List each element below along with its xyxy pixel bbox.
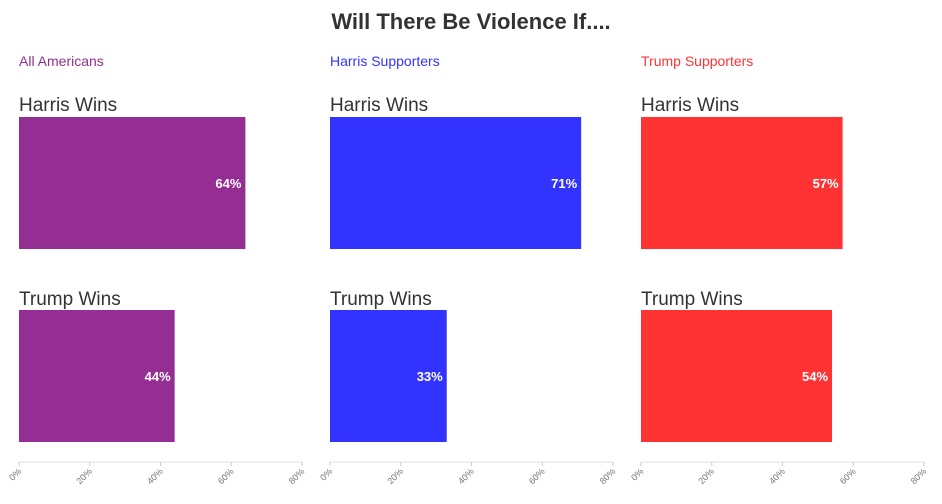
category-label: Trump Wins xyxy=(19,289,121,310)
x-tick-label: 40% xyxy=(767,466,787,486)
bar xyxy=(641,310,833,442)
category-label: Trump Wins xyxy=(641,289,743,310)
bar-chart: Harris Wins 57% Trump Wins 54% 0% 20% 40% 60% 80… xyxy=(629,95,929,486)
x-tick-label: 0% xyxy=(629,466,645,482)
x-tick-label: 40% xyxy=(456,466,476,486)
chart-title: Will There Be Violence If.... xyxy=(331,9,611,34)
value-label: 57% xyxy=(813,176,839,191)
category-label: Harris Wins xyxy=(641,95,739,116)
x-tick-label: 60% xyxy=(838,466,858,486)
panel-title: Trump Supporters xyxy=(641,53,754,69)
panel-all-americans: All Americans Harris Wins 64% Trump Wins 44… xyxy=(7,0,309,504)
panel-title: Harris Supporters xyxy=(330,53,440,69)
x-tick-label: 20% xyxy=(696,466,716,486)
bar xyxy=(19,310,175,442)
x-tick-label: 40% xyxy=(145,466,165,486)
x-tick-label: 80% xyxy=(287,466,307,486)
value-label: 33% xyxy=(417,369,443,384)
bar-chart: Harris Wins 71% Trump Wins 33% 0% 20% 40% 60% 80… xyxy=(318,95,618,486)
bar xyxy=(19,117,246,249)
value-label: 44% xyxy=(145,369,171,384)
panel-title: All Americans xyxy=(19,53,104,69)
value-label: 64% xyxy=(215,176,241,191)
bar-chart: Harris Wins 64% Trump Wins 44% 0% 20% 40% 60% 80… xyxy=(7,95,307,486)
x-tick-label: 0% xyxy=(7,466,23,482)
bar xyxy=(641,117,843,249)
category-label: Harris Wins xyxy=(19,95,117,116)
x-tick-label: 60% xyxy=(527,466,547,486)
x-tick-label: 80% xyxy=(598,466,618,486)
x-tick-label: 0% xyxy=(318,466,334,482)
value-label: 54% xyxy=(802,369,828,384)
x-tick-label: 20% xyxy=(385,466,405,486)
category-label: Trump Wins xyxy=(330,289,432,310)
bar xyxy=(330,310,447,442)
category-label: Harris Wins xyxy=(330,95,428,116)
x-tick-label: 60% xyxy=(216,466,236,486)
x-tick-label: 20% xyxy=(74,466,94,486)
value-label: 71% xyxy=(551,176,577,191)
panel-harris-supporters: Harris Supporters Harris Wins 71% Trump Wi… xyxy=(318,0,620,504)
x-tick-label: 80% xyxy=(909,466,929,486)
panel-trump-supporters: Trump Supporters Harris Wins 57% Trump Win… xyxy=(629,0,931,504)
bar xyxy=(330,117,582,249)
